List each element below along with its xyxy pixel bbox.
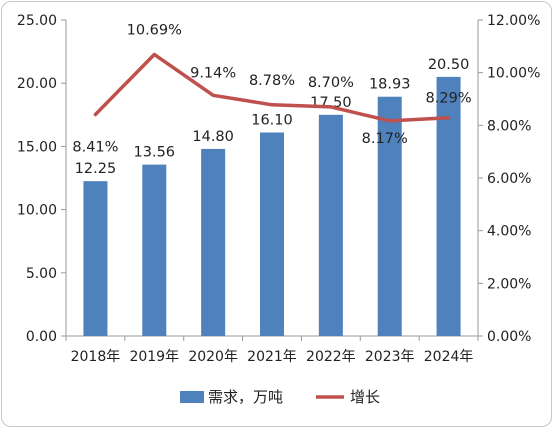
bar (436, 76, 461, 336)
left-tick-label: 20.00 (17, 76, 57, 92)
bar (377, 96, 402, 337)
bar-value-label: 12.25 (75, 161, 117, 177)
right-tick-label: 4.00% (487, 224, 531, 240)
x-tick-label: 2019年 (129, 349, 179, 365)
line-data-labels: 8.41% 10.69% 9.14% 8.78% 8.70% 8.17% 8.29% (72, 22, 471, 155)
bar (142, 164, 167, 336)
line-value-label: 9.14% (190, 65, 236, 81)
axes: 0.00 5.00 10.00 15.00 20.00 25.00 0.00% 2.00% 4.… (17, 13, 540, 365)
right-tick-label: 6.00% (487, 171, 531, 187)
left-tick-label: 0.00 (26, 329, 57, 345)
line-value-label: 8.78% (249, 73, 295, 89)
left-tick-label: 25.00 (17, 13, 57, 29)
bar-value-label: 14.80 (192, 129, 234, 145)
right-tick-label: 8.00% (487, 118, 531, 134)
line-series (93, 52, 451, 123)
bar-value-label: 18.93 (369, 77, 411, 93)
line-value-label: 8.17% (362, 131, 408, 147)
right-tick-label: 2.00% (487, 276, 531, 292)
x-tick-label: 2022年 (306, 349, 356, 365)
x-tick-label: 2018年 (71, 349, 121, 365)
bar-value-label: 13.56 (134, 145, 176, 161)
line-value-label: 8.29% (426, 91, 472, 107)
legend-line-label: 增长 (350, 388, 380, 406)
line-value-label: 8.41% (72, 140, 118, 156)
line-value-label: 10.69% (127, 22, 182, 38)
bar-value-label: 20.50 (428, 57, 470, 73)
x-tick-label: 2020年 (188, 349, 238, 365)
right-tick-label: 12.00% (487, 13, 540, 29)
bar (83, 181, 108, 336)
x-tick-label: 2024年 (424, 349, 474, 365)
left-tick-label: 5.00 (26, 266, 57, 282)
bar (260, 132, 284, 336)
bar-value-label: 16.10 (251, 112, 293, 128)
line-value-label: 8.70% (308, 75, 354, 91)
x-tick-label: 2021年 (247, 349, 297, 365)
right-tick-label: 10.00% (487, 66, 540, 82)
bar (201, 148, 226, 336)
legend-bar-swatch (180, 391, 204, 403)
left-tick-label: 15.00 (17, 139, 57, 155)
right-tick-label: 0.00% (487, 329, 531, 345)
bar-series (83, 76, 461, 337)
legend-bar-label: 需求，万吨 (208, 388, 283, 406)
x-tick-label: 2023年 (365, 349, 415, 365)
legend: 需求，万吨 增长 (180, 388, 380, 406)
bar (318, 114, 343, 336)
left-tick-label: 10.00 (17, 203, 57, 219)
